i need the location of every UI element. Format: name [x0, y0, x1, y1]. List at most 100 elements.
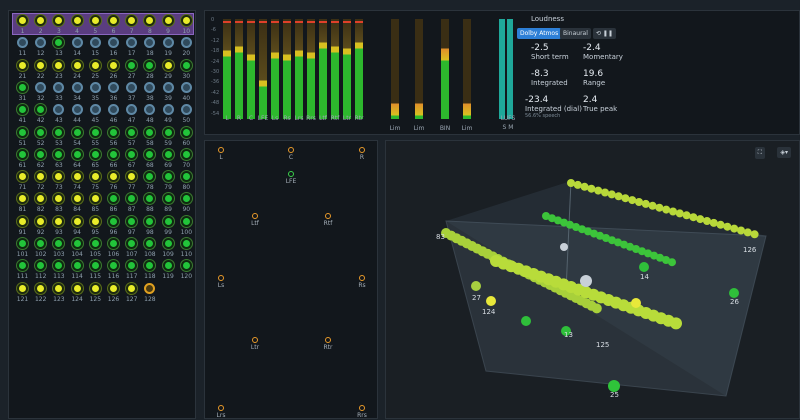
object-item[interactable]: 33 [49, 81, 68, 104]
object-sphere[interactable] [638, 247, 646, 256]
object-sphere[interactable] [601, 188, 609, 197]
object-item[interactable]: 43 [49, 104, 68, 126]
object-sphere[interactable] [608, 236, 616, 245]
object-sphere[interactable] [614, 238, 622, 247]
object-sphere[interactable] [644, 249, 652, 258]
object-item[interactable]: 122 [31, 282, 50, 305]
object-item[interactable]: 50 [177, 104, 196, 126]
object-item[interactable]: 108 [140, 238, 159, 260]
object-item[interactable]: 24 [68, 59, 87, 82]
object-item[interactable]: 46 [104, 104, 123, 126]
object-item[interactable]: 111 [13, 260, 32, 282]
object-item[interactable]: 27 [122, 59, 141, 82]
object-item[interactable]: 41 [13, 104, 32, 126]
object-item[interactable]: 105 [86, 238, 105, 260]
object-item[interactable]: 6 [104, 15, 123, 37]
object-sphere[interactable] [521, 316, 531, 326]
object-item[interactable]: 83 [49, 193, 68, 215]
object-item[interactable]: 55 [86, 126, 105, 149]
object-item[interactable]: 2 [31, 15, 50, 37]
object-item[interactable]: 103 [49, 238, 68, 260]
object-item[interactable]: 21 [13, 59, 32, 82]
object-sphere[interactable] [662, 256, 670, 264]
object-item[interactable]: 31 [13, 81, 32, 104]
object-item[interactable]: 34 [68, 81, 87, 104]
object-sphere[interactable] [580, 275, 592, 287]
object-sphere[interactable] [709, 218, 718, 227]
object-item[interactable]: 106 [104, 238, 123, 260]
object-item[interactable]: 18 [140, 37, 159, 59]
object-item[interactable]: 66 [104, 148, 123, 171]
object-item[interactable]: 116 [104, 260, 123, 282]
object-sphere[interactable] [607, 190, 616, 199]
object-item[interactable]: 68 [140, 148, 159, 171]
object-sphere[interactable] [743, 228, 752, 237]
speaker-r[interactable]: R [352, 147, 372, 161]
object-item[interactable]: 39 [159, 81, 178, 104]
object-item[interactable]: 84 [68, 193, 87, 215]
object-item[interactable]: 42 [31, 104, 50, 126]
object-sphere[interactable] [614, 192, 623, 201]
object-sphere[interactable] [730, 224, 739, 233]
speaker-lfe[interactable]: LFE [281, 171, 301, 185]
object-sphere[interactable] [682, 211, 691, 220]
object-item[interactable]: 67 [122, 148, 141, 171]
object-item[interactable]: 88 [140, 193, 159, 215]
object-item[interactable]: 101 [13, 238, 32, 260]
object-item[interactable]: 10 [177, 15, 196, 37]
object-item[interactable]: 124 [68, 282, 87, 305]
object-sphere[interactable] [737, 226, 745, 235]
dolby-atmos-button[interactable]: Dolby Atmos [517, 28, 562, 39]
object-sphere[interactable] [573, 180, 582, 189]
object-sphere[interactable] [542, 212, 550, 220]
object-item[interactable]: 23 [49, 59, 68, 82]
object-item[interactable]: 13 [49, 37, 68, 59]
object-item[interactable]: 28 [140, 59, 159, 82]
object-sphere[interactable] [621, 194, 630, 203]
object-item[interactable]: 78 [140, 171, 159, 193]
object-item[interactable]: 54 [68, 126, 87, 149]
object-item[interactable]: 89 [159, 193, 178, 215]
object-sphere[interactable] [567, 179, 575, 187]
object-item[interactable]: 121 [13, 282, 32, 305]
object-sphere[interactable] [635, 198, 643, 206]
object-item[interactable]: 96 [104, 215, 123, 238]
object-item[interactable]: 102 [31, 238, 50, 260]
object-item[interactable]: 92 [31, 215, 50, 238]
object-item[interactable]: 16 [104, 37, 123, 59]
speaker-rtr[interactable]: Rtr [318, 337, 338, 351]
object-item[interactable]: 107 [122, 238, 141, 260]
object-item[interactable]: 70 [177, 148, 196, 171]
object-sphere[interactable] [631, 298, 641, 308]
speaker-rs[interactable]: Rs [352, 275, 372, 289]
object-sphere[interactable] [602, 234, 610, 242]
object-sphere[interactable] [689, 213, 698, 222]
object-item[interactable]: 120 [177, 260, 196, 282]
object-sphere[interactable] [620, 240, 628, 249]
object-item[interactable]: 62 [31, 148, 50, 171]
object-sphere[interactable] [696, 215, 705, 224]
speaker-c[interactable]: C [281, 147, 301, 161]
object-item[interactable]: 48 [140, 104, 159, 126]
object-sphere[interactable] [723, 222, 732, 231]
object-item[interactable]: 12 [31, 37, 50, 59]
object-item[interactable]: 76 [104, 171, 123, 193]
object-item[interactable]: 53 [49, 126, 68, 149]
object-sphere[interactable] [578, 225, 586, 234]
object-item[interactable]: 98 [140, 215, 159, 238]
speaker-rrs[interactable]: Rrs [352, 405, 372, 419]
object-item[interactable]: 119 [159, 260, 178, 282]
object-item[interactable]: 19 [159, 37, 178, 59]
object-sphere[interactable] [596, 231, 604, 240]
object-item[interactable]: 77 [122, 171, 141, 193]
object-item[interactable]: 49 [159, 104, 178, 126]
object-sphere[interactable] [566, 220, 574, 229]
object-item[interactable]: 56 [104, 126, 123, 149]
object-item[interactable]: 104 [68, 238, 87, 260]
binaural-button[interactable]: Binaural [560, 28, 591, 39]
object-item[interactable]: 5 [86, 15, 105, 37]
object-item[interactable]: 93 [49, 215, 68, 238]
object-sphere[interactable] [641, 199, 650, 208]
object-sphere[interactable] [486, 296, 496, 306]
object-sphere[interactable] [703, 217, 711, 225]
